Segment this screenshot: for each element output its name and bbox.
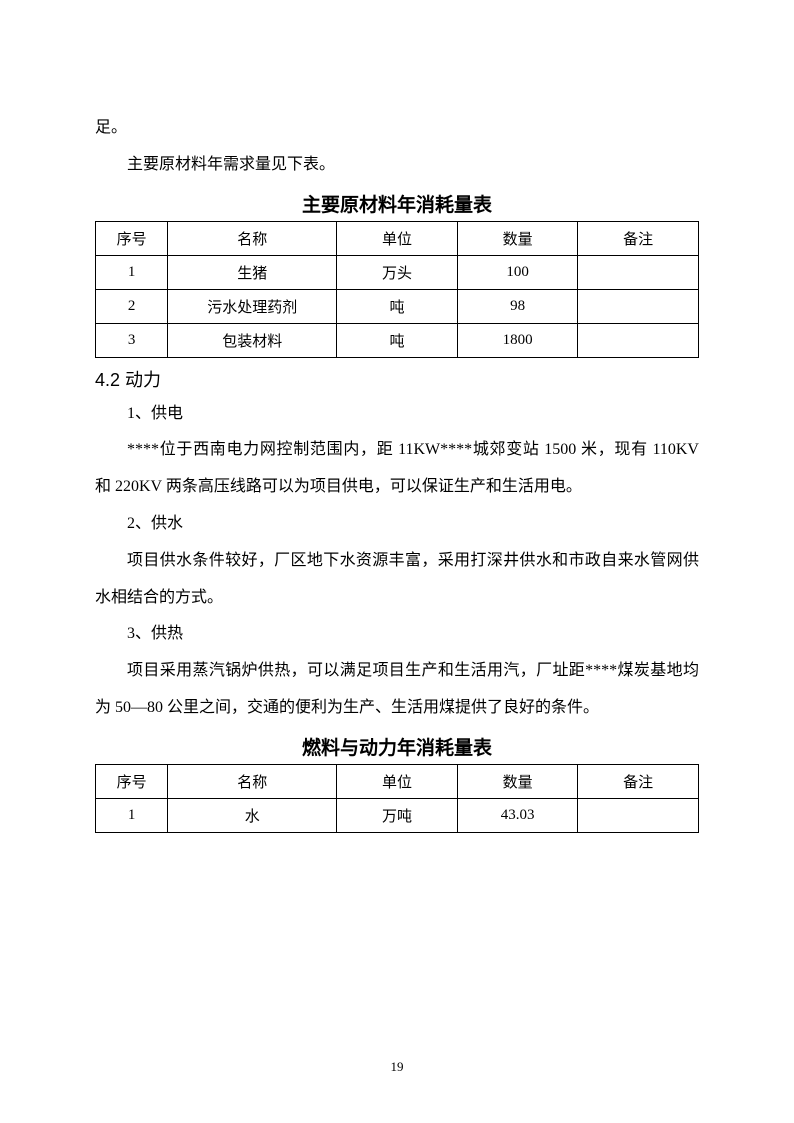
header-name: 名称	[168, 764, 337, 798]
table-header-row: 序号 名称 单位 数量 备注	[96, 221, 699, 255]
cell-note	[578, 289, 699, 323]
cell-unit: 吨	[337, 289, 458, 323]
header-seq: 序号	[96, 764, 168, 798]
table-header-row: 序号 名称 单位 数量 备注	[96, 764, 699, 798]
sub1-title: 1、供电	[95, 396, 699, 433]
table-row: 3 包装材料 吨 1800	[96, 323, 699, 357]
header-qty: 数量	[457, 221, 578, 255]
header-unit: 单位	[337, 764, 458, 798]
cell-unit: 吨	[337, 323, 458, 357]
page-number: 19	[0, 1059, 794, 1075]
table-row: 1 生猪 万头 100	[96, 255, 699, 289]
sub3-para: 项目采用蒸汽锅炉供热，可以满足项目生产和生活用汽，厂址距****煤炭基地均为 5…	[95, 653, 699, 727]
cell-seq: 2	[96, 289, 168, 323]
header-seq: 序号	[96, 221, 168, 255]
table1-title: 主要原材料年消耗量表	[95, 190, 699, 217]
cell-qty: 43.03	[457, 798, 578, 832]
intro-line: 主要原材料年需求量见下表。	[95, 147, 699, 184]
cell-qty: 1800	[457, 323, 578, 357]
cell-note	[578, 323, 699, 357]
fuel-power-table: 序号 名称 单位 数量 备注 1 水 万吨 43.03	[95, 764, 699, 833]
cell-unit: 万吨	[337, 798, 458, 832]
cell-name: 包装材料	[168, 323, 337, 357]
cell-qty: 98	[457, 289, 578, 323]
cell-qty: 100	[457, 255, 578, 289]
header-unit: 单位	[337, 221, 458, 255]
cell-note	[578, 255, 699, 289]
table2-title: 燃料与动力年消耗量表	[95, 733, 699, 760]
materials-table: 序号 名称 单位 数量 备注 1 生猪 万头 100 2 污水处理药剂 吨 98…	[95, 221, 699, 358]
table-row: 1 水 万吨 43.03	[96, 798, 699, 832]
cell-note	[578, 798, 699, 832]
sub2-para: 项目供水条件较好，厂区地下水资源丰富，采用打深井供水和市政自来水管网供水相结合的…	[95, 543, 699, 617]
header-name: 名称	[168, 221, 337, 255]
table-row: 2 污水处理药剂 吨 98	[96, 289, 699, 323]
section-heading: 4.2 动力	[95, 366, 699, 392]
opening-fragment: 足。	[95, 110, 699, 147]
header-note: 备注	[578, 221, 699, 255]
cell-name: 水	[168, 798, 337, 832]
cell-name: 生猪	[168, 255, 337, 289]
sub2-title: 2、供水	[95, 506, 699, 543]
cell-unit: 万头	[337, 255, 458, 289]
cell-seq: 1	[96, 255, 168, 289]
cell-seq: 3	[96, 323, 168, 357]
cell-seq: 1	[96, 798, 168, 832]
header-note: 备注	[578, 764, 699, 798]
cell-name: 污水处理药剂	[168, 289, 337, 323]
header-qty: 数量	[457, 764, 578, 798]
sub1-para: ****位于西南电力网控制范围内，距 11KW****城郊变站 1500 米，现…	[95, 432, 699, 506]
sub3-title: 3、供热	[95, 616, 699, 653]
